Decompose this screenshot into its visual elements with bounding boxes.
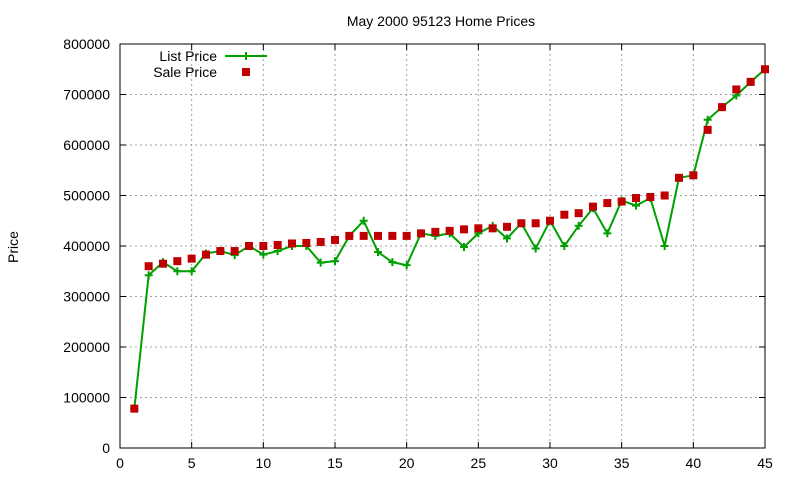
list-price-point — [173, 267, 182, 276]
list-price-point — [503, 234, 511, 243]
sale-price-point — [144, 262, 153, 271]
sale-price-point — [660, 191, 669, 200]
sale-price-point — [632, 194, 640, 203]
sale-price-point — [417, 229, 425, 238]
sale-price-point — [761, 65, 769, 74]
list-price-point — [144, 271, 153, 280]
list-price-point — [703, 115, 712, 124]
x-axis: 0 5 10 15 20 25 30 35 40 45 — [116, 44, 773, 471]
sale-price-point — [574, 209, 583, 218]
sale-price-point — [617, 197, 626, 206]
series-line-list-price — [133, 68, 766, 409]
sale-price-point — [732, 85, 741, 94]
sale-price-point — [689, 171, 698, 180]
list-price-point — [187, 267, 196, 276]
list-price-point — [259, 250, 268, 259]
x-tick-label: 40 — [686, 455, 702, 471]
sale-price-point — [517, 219, 526, 228]
sale-price-point — [531, 219, 540, 228]
sale-price-point — [503, 222, 511, 231]
list-price-point — [660, 242, 669, 250]
sale-price-point — [675, 173, 683, 182]
sale-price-point — [359, 231, 368, 240]
list-price-point — [531, 244, 540, 253]
list-price-point — [402, 261, 411, 270]
sale-price-point — [331, 235, 339, 244]
list-price-point — [574, 221, 583, 230]
sale-price-point — [345, 231, 354, 240]
sale-price-point — [546, 216, 554, 225]
y-tick-label: 0 — [102, 440, 110, 456]
sale-price-point — [374, 231, 382, 240]
list-price-point — [560, 242, 569, 250]
legend-label: List Price — [159, 48, 217, 64]
sale-price-point — [388, 231, 397, 240]
sale-price-point — [230, 247, 239, 256]
list-price-point — [316, 258, 325, 267]
sale-price-point — [202, 250, 210, 259]
sale-price-point — [718, 103, 726, 112]
y-axis-label: Price — [5, 231, 21, 263]
sale-price-point — [159, 259, 167, 268]
legend-plus-marker — [242, 52, 250, 60]
x-tick-label: 20 — [399, 455, 415, 471]
sale-price-point — [746, 77, 755, 86]
list-price-point — [603, 229, 612, 238]
y-tick-label: 400000 — [63, 238, 110, 254]
y-tick-label: 100000 — [63, 390, 110, 406]
x-tick-label: 30 — [542, 455, 558, 471]
x-tick-label: 45 — [757, 455, 773, 471]
sale-price-point — [460, 225, 468, 234]
x-tick-label: 10 — [256, 455, 272, 471]
sale-price-point — [173, 257, 182, 266]
legend-label: Sale Price — [153, 64, 217, 80]
sale-price-point — [187, 254, 196, 263]
sale-price-point — [488, 224, 497, 233]
list-price-point — [460, 243, 468, 252]
list-price-point — [359, 216, 368, 225]
sale-price-point — [703, 125, 712, 134]
y-tick-label: 600000 — [63, 137, 110, 153]
x-tick-label: 35 — [614, 455, 630, 471]
list-price-point — [388, 258, 397, 267]
sale-price-point — [474, 224, 483, 233]
sale-price-point — [646, 193, 655, 202]
y-axis: 0 100000 200000 300000 400000 500000 600000 700… — [63, 36, 765, 456]
y-tick-label: 700000 — [63, 87, 110, 103]
sale-price-point — [402, 231, 411, 240]
sale-price-point — [589, 202, 597, 211]
x-tick-label: 25 — [471, 455, 487, 471]
y-tick-label: 500000 — [63, 188, 110, 204]
y-tick-label: 300000 — [63, 289, 110, 305]
sale-price-point — [259, 242, 268, 250]
sale-price-point — [316, 237, 325, 246]
sale-price-point — [445, 226, 454, 235]
sale-price-point — [431, 227, 440, 236]
y-tick-label: 800000 — [63, 36, 110, 52]
series — [130, 65, 769, 413]
sale-price-point — [216, 247, 225, 256]
x-tick-label: 5 — [188, 455, 196, 471]
legend-square-marker — [242, 68, 250, 76]
list-price-point — [331, 257, 339, 266]
x-tick-label: 0 — [116, 455, 124, 471]
list-price-point — [632, 201, 640, 210]
list-price-point — [374, 248, 382, 257]
sale-price-point — [560, 210, 569, 219]
x-tick-label: 15 — [327, 455, 343, 471]
sale-price-point — [130, 404, 139, 413]
chart-title: May 2000 95123 Home Prices — [347, 13, 535, 29]
sale-price-point — [302, 238, 311, 247]
sale-price-point — [603, 199, 612, 208]
y-tick-label: 200000 — [63, 339, 110, 355]
sale-price-point — [245, 242, 253, 250]
sale-price-point — [288, 239, 296, 248]
sale-price-point — [273, 240, 282, 249]
